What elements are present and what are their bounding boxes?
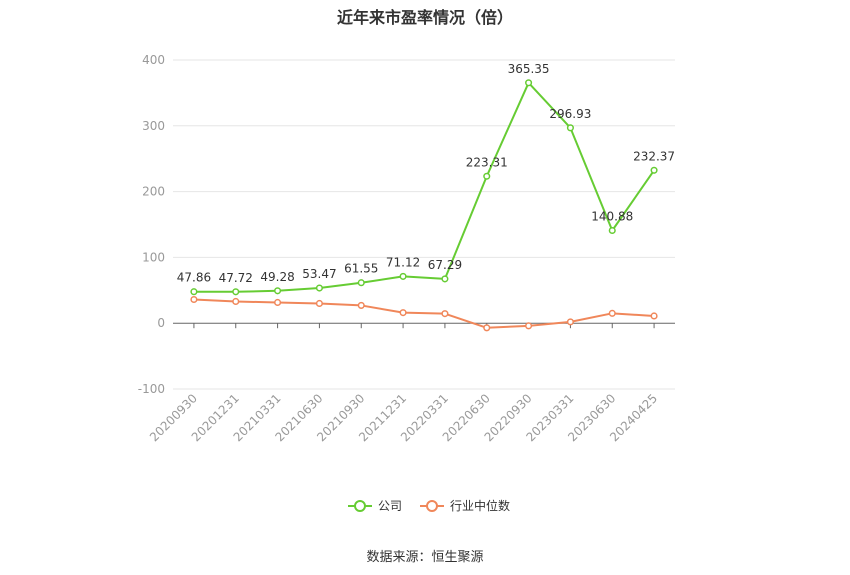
data-point bbox=[566, 124, 574, 132]
y-tick-label: -100 bbox=[138, 382, 165, 396]
data-point bbox=[399, 309, 407, 317]
legend-marker bbox=[354, 500, 366, 512]
data-label: 71.12 bbox=[386, 255, 420, 269]
data-point bbox=[441, 275, 449, 283]
axes: -100010020030040020200930202012312021033… bbox=[138, 53, 675, 444]
data-point bbox=[399, 272, 407, 280]
y-tick-label: 400 bbox=[142, 53, 165, 67]
data-point bbox=[315, 299, 323, 308]
legend-label: 公司 bbox=[378, 499, 402, 513]
data-point bbox=[525, 322, 533, 330]
data-label: 140.88 bbox=[591, 210, 633, 224]
data-label: 47.86 bbox=[177, 271, 211, 285]
y-tick-label: 0 bbox=[157, 316, 165, 330]
data-label: 47.72 bbox=[219, 271, 253, 285]
data-point bbox=[232, 297, 240, 306]
y-tick-label: 300 bbox=[142, 119, 165, 133]
chart-title: 近年来市盈率情况（倍） bbox=[336, 8, 513, 27]
data-point bbox=[608, 226, 616, 235]
y-tick-label: 100 bbox=[142, 250, 165, 264]
data-point bbox=[190, 295, 198, 304]
grid-lines bbox=[173, 59, 675, 390]
legend-item-2[interactable]: 行业中位数 bbox=[420, 498, 510, 513]
data-point bbox=[357, 301, 365, 309]
data-point bbox=[315, 284, 323, 292]
data-point bbox=[483, 324, 491, 332]
data-point bbox=[274, 287, 282, 295]
data-label: 67.29 bbox=[428, 258, 462, 272]
data-point bbox=[650, 166, 658, 174]
legend-label: 行业中位数 bbox=[450, 498, 510, 513]
data-point bbox=[483, 172, 491, 180]
data-point bbox=[190, 288, 198, 296]
data-source: 数据来源：恒生聚源 bbox=[366, 550, 484, 565]
data-label: 49.28 bbox=[260, 270, 294, 284]
data-labels: 47.86 47.72 49.28 53.47 61.55 71.12 67.29 223.3… bbox=[177, 62, 675, 285]
legend-marker bbox=[426, 500, 438, 512]
y-tick-label: 200 bbox=[142, 185, 165, 199]
data-label: 232.37 bbox=[633, 149, 675, 163]
data-point bbox=[566, 318, 574, 326]
data-label: 53.47 bbox=[302, 267, 336, 281]
data-label: 365.35 bbox=[508, 62, 550, 76]
data-point bbox=[357, 279, 365, 287]
data-point bbox=[525, 79, 533, 87]
data-point bbox=[441, 310, 449, 318]
data-point bbox=[650, 312, 658, 320]
legend[interactable]: 公司 行业中位数 bbox=[348, 498, 510, 513]
series-line-2 bbox=[193, 298, 655, 329]
data-point bbox=[274, 298, 282, 307]
data-point bbox=[608, 309, 616, 317]
series-line-1 bbox=[193, 81, 655, 293]
data-label: 61.55 bbox=[344, 262, 378, 276]
data-point bbox=[232, 288, 240, 296]
legend-item-1[interactable]: 公司 bbox=[348, 499, 402, 513]
series bbox=[190, 79, 658, 332]
data-label: 223.31 bbox=[466, 155, 508, 169]
data-label: 296.93 bbox=[549, 107, 591, 121]
